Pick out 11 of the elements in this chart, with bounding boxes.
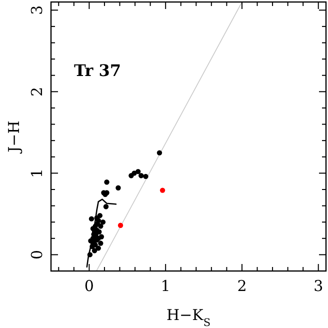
x-tick-label: 3 — [314, 277, 324, 295]
y-tick-label: 0 — [28, 250, 46, 260]
y-tick-label: 3 — [28, 5, 46, 15]
y-axis-title: J−H — [5, 120, 23, 154]
y-tick-label: 1 — [28, 168, 46, 178]
x-tick-label: 1 — [160, 277, 170, 295]
annotation: Tr 37 — [74, 61, 122, 80]
x-axis-title: H−K$_{S}$ — [166, 306, 211, 328]
x-tick-label: 2 — [237, 277, 247, 295]
x-tick-label: 0 — [84, 277, 94, 295]
y-tick-label: 2 — [28, 86, 46, 96]
